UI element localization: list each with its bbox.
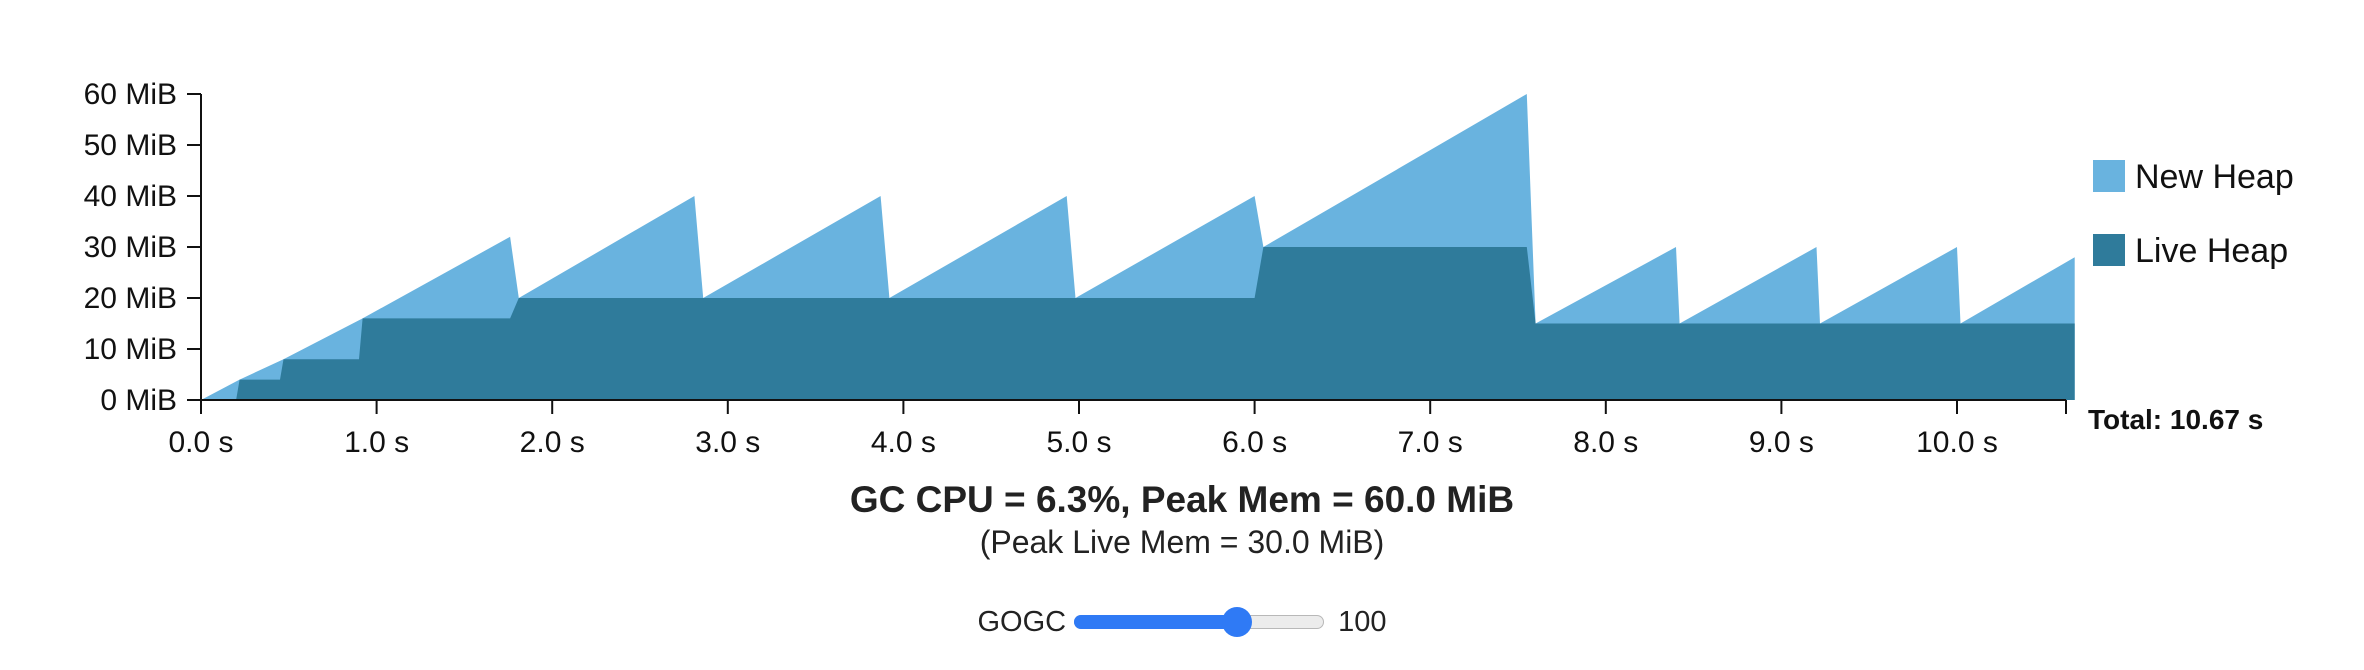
x-tick-label: 5.0 s (1046, 426, 1111, 459)
y-tick-label: 10 MiB (84, 333, 177, 366)
x-tick-label: 8.0 s (1573, 426, 1638, 459)
x-tick-label: 10.0 s (1916, 426, 1998, 459)
gc-cpu-peak-mem-text: GC CPU = 6.3%, Peak Mem = 60.0 MiB (849, 479, 1515, 520)
gogc-control: GOGC 100 (0, 602, 2364, 642)
y-tick-label: 20 MiB (84, 282, 177, 315)
x-tick-label: 7.0 s (1398, 426, 1463, 459)
y-tick-label: 0 MiB (100, 384, 177, 417)
legend-swatch-new-heap (2093, 160, 2125, 192)
legend: New Heap Live Heap (2093, 158, 2294, 270)
heap-chart: 0 MiB 10 MiB 20 MiB 30 MiB 40 MiB 50 MiB 60 Mi… (84, 78, 2294, 459)
x-tick-label: 0.0 s (168, 426, 233, 459)
x-axis: 0.0 s 1.0 s 2.0 s 3.0 s 4.0 s 5.0 s 6.0 s 7.0 s… (168, 399, 2067, 459)
y-tick-label: 40 MiB (84, 180, 177, 213)
gogc-slider-fill (1074, 615, 1237, 629)
gogc-slider[interactable] (1074, 607, 1325, 637)
total-time-label: Total: 10.67 s (2088, 404, 2263, 435)
y-tick-label: 30 MiB (84, 231, 177, 264)
gogc-label: GOGC (977, 605, 1067, 638)
x-tick-label: 4.0 s (871, 426, 936, 459)
x-tick-label: 9.0 s (1749, 426, 1814, 459)
area-live-heap (201, 247, 2075, 400)
x-tick-label: 6.0 s (1222, 426, 1287, 459)
y-tick-label: 50 MiB (84, 129, 177, 162)
x-tick-label: 2.0 s (520, 426, 585, 459)
legend-label-live-heap: Live Heap (2135, 232, 2288, 270)
legend-swatch-live-heap (2093, 234, 2125, 266)
y-axis: 0 MiB 10 MiB 20 MiB 30 MiB 40 MiB 50 MiB 60 Mi… (84, 78, 202, 417)
peak-live-mem-text: (Peak Live Mem = 30.0 MiB) (979, 524, 1385, 560)
gogc-slider-thumb[interactable] (1221, 607, 1252, 637)
gogc-value: 100 (1338, 605, 1387, 638)
gc-summary: GC CPU = 6.3%, Peak Mem = 60.0 MiB (Peak… (0, 478, 2364, 562)
x-tick-label: 3.0 s (695, 426, 760, 459)
x-tick-label: 1.0 s (344, 426, 409, 459)
legend-label-new-heap: New Heap (2135, 158, 2294, 196)
y-tick-label: 60 MiB (84, 78, 177, 111)
